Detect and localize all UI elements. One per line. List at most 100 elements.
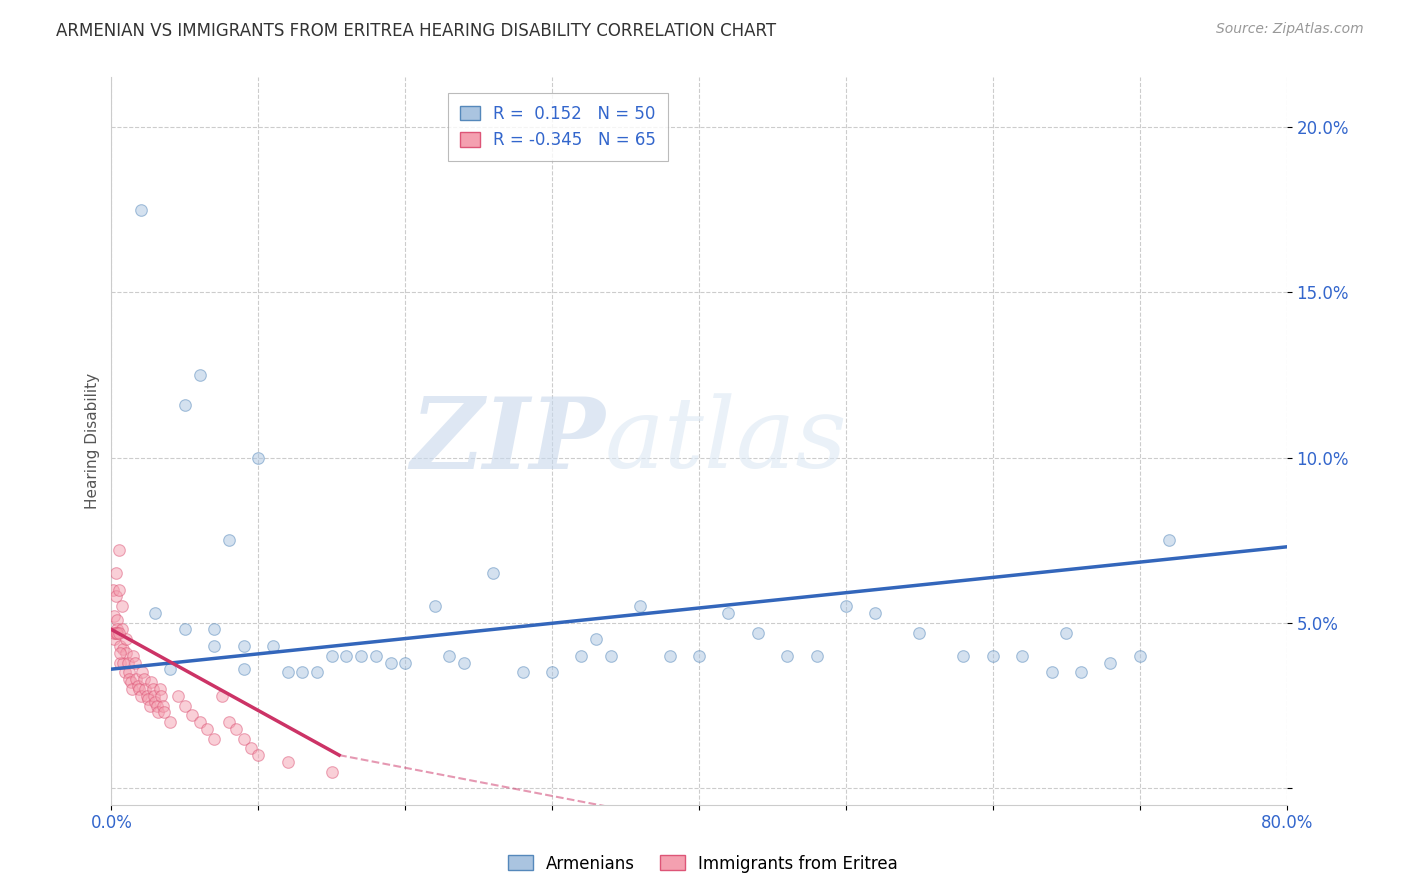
Point [139,675,162,690]
Point [981,648,1004,663]
Point [146,698,169,713]
Point [1054,625,1077,640]
Point [188,368,211,382]
Point [103,632,125,647]
Point [150,689,173,703]
Point [138,698,160,713]
Point [908,625,931,640]
Point [105,625,128,640]
Point [114,665,136,680]
Point [159,662,181,676]
Point [135,689,157,703]
Point [101,582,124,597]
Point [112,642,135,657]
Point [688,648,710,663]
Point [173,698,195,713]
Point [111,599,134,614]
Point [145,606,167,620]
Point [776,648,799,663]
Point [321,648,343,663]
Point [141,681,163,696]
Point [512,665,534,680]
Point [218,533,240,548]
Point [394,656,416,670]
Point [145,695,167,709]
Point [202,731,225,746]
Point [658,648,681,663]
Point [188,714,211,729]
Point [104,566,127,581]
Point [599,648,621,663]
Point [232,662,254,676]
Point [110,646,132,660]
Text: ZIP: ZIP [411,392,605,490]
Point [149,681,172,696]
Point [112,656,135,670]
Point [107,543,129,558]
Point [364,648,387,663]
Point [806,648,828,663]
Point [262,639,284,653]
Point [423,599,446,614]
Point [105,613,128,627]
Point [541,665,564,680]
Point [350,648,373,663]
Point [173,623,195,637]
Y-axis label: Hearing Disability: Hearing Disability [86,373,100,509]
Point [121,681,143,696]
Point [1070,665,1092,680]
Text: ARMENIAN VS IMMIGRANTS FROM ERITREA HEARING DISABILITY CORRELATION CHART: ARMENIAN VS IMMIGRANTS FROM ERITREA HEAR… [56,22,776,40]
Point [159,714,181,729]
Point [105,623,128,637]
Point [571,648,593,663]
Point [1011,648,1033,663]
Point [335,648,357,663]
Point [118,665,141,680]
Point [103,609,125,624]
Point [131,665,153,680]
Point [132,672,155,686]
Point [1040,665,1063,680]
Point [307,665,329,680]
Point [1099,656,1122,670]
Point [127,679,149,693]
Point [122,648,145,663]
Point [118,672,141,686]
Point [110,656,132,670]
Point [1129,648,1152,663]
Point [291,665,314,680]
Point [152,698,174,713]
Point [202,623,225,637]
Point [202,639,225,653]
Point [173,398,195,412]
Point [225,722,247,736]
Point [585,632,607,647]
Point [107,582,129,597]
Point [247,748,270,763]
Point [124,656,146,670]
Point [115,646,138,660]
Point [128,681,150,696]
Point [148,705,170,719]
Text: atlas: atlas [605,393,848,489]
Point [1157,533,1180,548]
Point [120,675,142,690]
Point [129,689,152,703]
Text: Source: ZipAtlas.com: Source: ZipAtlas.com [1216,22,1364,37]
Point [747,625,769,640]
Point [115,632,138,647]
Point [211,689,233,703]
Point [835,599,858,614]
Point [628,599,651,614]
Point [277,755,299,769]
Point [107,625,129,640]
Point [239,741,262,756]
Point [181,708,204,723]
Point [111,623,134,637]
Legend: R =  0.152   N = 50, R = -0.345   N = 65: R = 0.152 N = 50, R = -0.345 N = 65 [449,93,668,161]
Point [143,689,166,703]
Point [277,665,299,680]
Point [453,656,475,670]
Point [232,731,254,746]
Point [232,639,254,653]
